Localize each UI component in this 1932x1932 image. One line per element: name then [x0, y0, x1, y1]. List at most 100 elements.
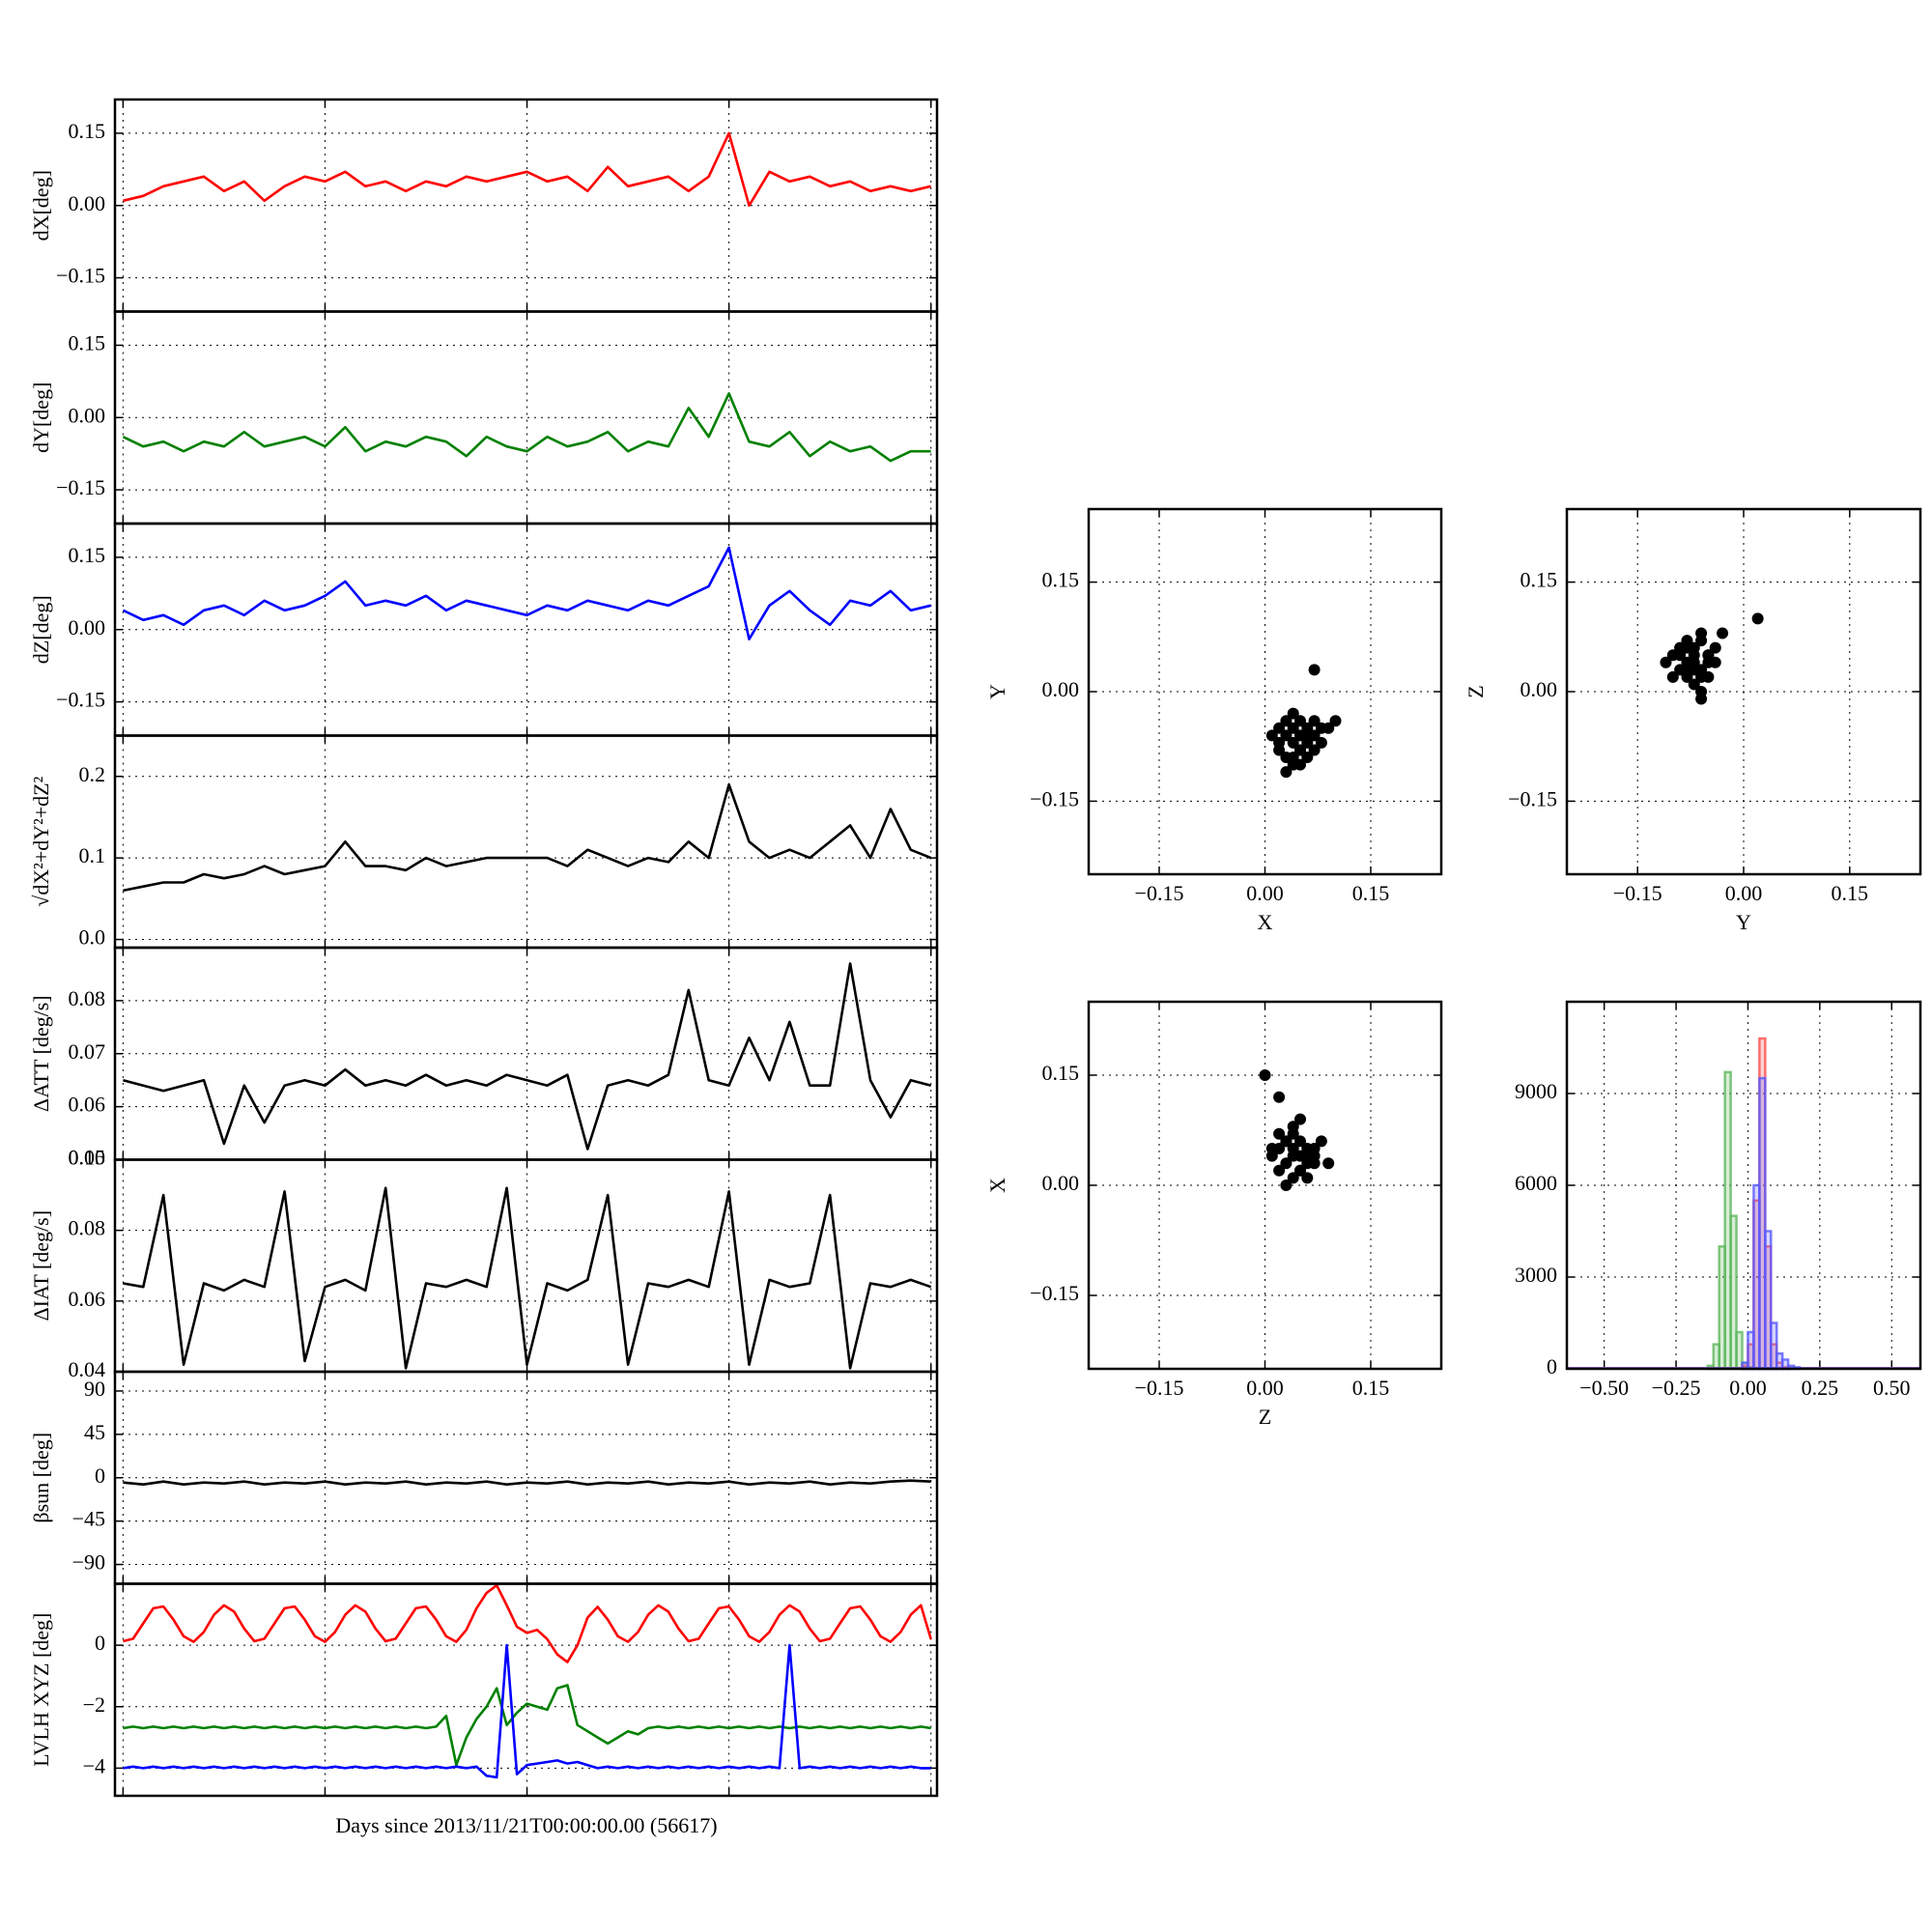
x-tick-label: 0.00	[1725, 881, 1763, 905]
y-tick-label: 0.15	[69, 330, 106, 355]
point	[1294, 744, 1306, 756]
x-tick-label: −0.15	[1135, 881, 1184, 905]
y-axis-label: Y	[985, 684, 1009, 699]
point	[1308, 1150, 1321, 1162]
axes-frame	[1087, 507, 1443, 876]
point	[1751, 612, 1764, 625]
y-axis-label: Z	[1463, 685, 1488, 697]
point	[1287, 1143, 1299, 1154]
axes-frame	[113, 1582, 939, 1798]
point	[1695, 627, 1708, 639]
line	[123, 1186, 932, 1370]
point	[1287, 722, 1299, 734]
x-axis-label: Z	[1259, 1405, 1271, 1429]
point	[1294, 1113, 1306, 1125]
line	[122, 546, 932, 640]
y-axis-label: dZ[deg]	[29, 595, 53, 664]
y-tick-label: 0.06	[69, 1093, 106, 1117]
y-tick-label: −45	[72, 1507, 105, 1531]
point	[1287, 736, 1299, 749]
y-axis-label: LVLH XYZ [deg]	[29, 1613, 53, 1767]
x-tick-label: 0.50	[1873, 1376, 1911, 1400]
point	[1322, 722, 1335, 734]
line	[123, 1643, 931, 1779]
point	[1287, 707, 1299, 720]
y-axis-label: ΔIAT [deg/s]	[29, 1210, 53, 1321]
point	[1308, 664, 1321, 676]
point	[1273, 1091, 1286, 1103]
x-tick-label: 0.00	[1729, 1376, 1767, 1400]
point	[1273, 1164, 1286, 1177]
y-axis-label: dX[deg]	[29, 170, 53, 241]
axes-frame	[1087, 1000, 1443, 1371]
point	[1294, 1135, 1306, 1148]
y-tick-label: 3000	[1515, 1263, 1557, 1287]
point	[1265, 729, 1278, 742]
y-tick-label: 0.08	[69, 986, 106, 1010]
y-tick-label: 0.00	[1520, 677, 1558, 701]
x-tick-label: −0.50	[1579, 1376, 1629, 1400]
point	[1287, 1172, 1299, 1184]
point	[1287, 1121, 1299, 1133]
y-tick-label: 0.00	[69, 615, 106, 639]
y-tick-label: 45	[84, 1420, 105, 1444]
y-tick-label: 0.15	[69, 119, 106, 143]
x-tick-label: 0.00	[1246, 1376, 1284, 1400]
line	[123, 1583, 932, 1663]
line	[123, 131, 932, 208]
point	[1280, 752, 1293, 764]
line	[122, 392, 931, 463]
x-tick-label: 0.25	[1802, 1376, 1839, 1400]
y-tick-label: 0.07	[69, 1039, 106, 1064]
point	[1273, 744, 1286, 756]
point	[1681, 635, 1693, 647]
y-tick-label: 0.1	[79, 843, 106, 867]
y-tick-label: 0.15	[1520, 568, 1558, 592]
point	[1674, 649, 1687, 662]
y-tick-label: 0.06	[69, 1287, 106, 1311]
point	[1315, 736, 1327, 749]
x-axis-label: Y	[1736, 910, 1751, 934]
point	[1681, 656, 1693, 668]
y-tick-label: 9000	[1515, 1079, 1557, 1103]
y-tick-label: −0.15	[1030, 1281, 1079, 1305]
y-tick-label: 0	[1547, 1354, 1557, 1378]
y-axis-label: √dX²+dY²+dZ²	[29, 776, 53, 906]
y-tick-label: 0	[95, 1463, 105, 1488]
y-tick-label: −0.15	[56, 688, 105, 712]
y-tick-label: 6000	[1515, 1171, 1557, 1195]
y-axis-label: ΔATT [deg/s]	[29, 995, 53, 1112]
y-tick-label: 0.00	[69, 403, 106, 427]
point	[1315, 1135, 1327, 1148]
point	[1301, 729, 1314, 742]
y-tick-label: 0.0	[79, 925, 106, 950]
y-tick-label: −90	[72, 1550, 105, 1575]
y-tick-label: −2	[83, 1692, 105, 1717]
point	[1280, 729, 1293, 742]
y-tick-label: 90	[84, 1377, 105, 1401]
line	[123, 1479, 931, 1486]
y-tick-label: −0.15	[56, 475, 105, 499]
y-tick-label: 0.00	[69, 191, 106, 215]
y-axis-label: dY[deg]	[29, 383, 53, 453]
x-tick-label: −0.25	[1652, 1376, 1701, 1400]
y-tick-label: −0.15	[1030, 786, 1079, 810]
point	[1688, 641, 1700, 654]
line	[123, 782, 932, 893]
point	[1308, 715, 1321, 727]
axes-frame	[113, 734, 939, 950]
y-tick-label: 0.2	[79, 762, 106, 786]
point	[1688, 678, 1700, 691]
y-tick-label: 0.04	[69, 1357, 106, 1381]
point	[1273, 722, 1286, 734]
axes-frame	[1565, 1000, 1922, 1371]
y-axis-label: X	[985, 1178, 1009, 1193]
y-tick-label: 0.15	[1042, 1061, 1080, 1085]
point	[1301, 752, 1314, 764]
point	[1280, 715, 1293, 727]
y-tick-label: −0.15	[1508, 786, 1557, 810]
x-tick-label: −0.15	[1613, 881, 1662, 905]
axes-frame	[1565, 507, 1922, 876]
